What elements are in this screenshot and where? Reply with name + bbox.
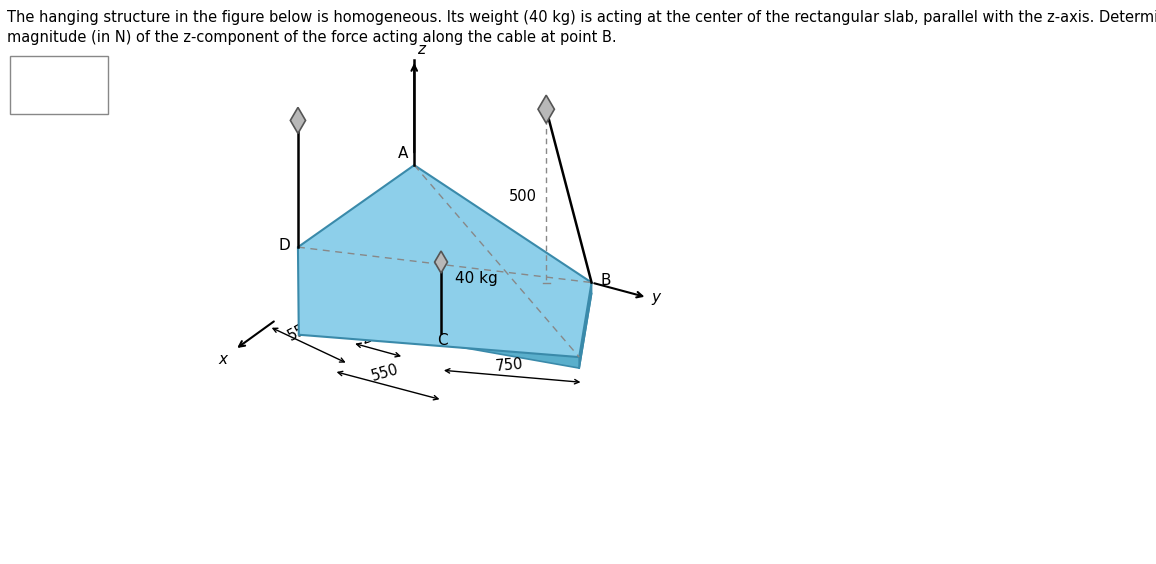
Bar <box>9 56 109 114</box>
Text: 550: 550 <box>284 318 317 344</box>
Polygon shape <box>435 251 447 273</box>
Text: x: x <box>218 351 228 367</box>
Polygon shape <box>538 95 555 123</box>
Polygon shape <box>298 165 592 357</box>
Text: z: z <box>417 42 425 57</box>
Polygon shape <box>290 107 305 134</box>
Text: 750: 750 <box>495 356 524 374</box>
Text: 40 kg: 40 kg <box>454 271 497 287</box>
Text: 250: 250 <box>361 323 392 346</box>
Text: 500: 500 <box>509 190 538 204</box>
Polygon shape <box>431 331 579 368</box>
Text: D: D <box>279 237 290 253</box>
Polygon shape <box>579 283 592 368</box>
Text: The hanging structure in the figure below is homogeneous. Its weight (40 kg) is : The hanging structure in the figure belo… <box>7 10 1156 45</box>
Text: B: B <box>600 273 610 288</box>
Text: A: A <box>398 146 408 161</box>
Text: C: C <box>437 333 449 348</box>
Text: y: y <box>651 290 660 305</box>
Text: 550: 550 <box>369 362 400 384</box>
